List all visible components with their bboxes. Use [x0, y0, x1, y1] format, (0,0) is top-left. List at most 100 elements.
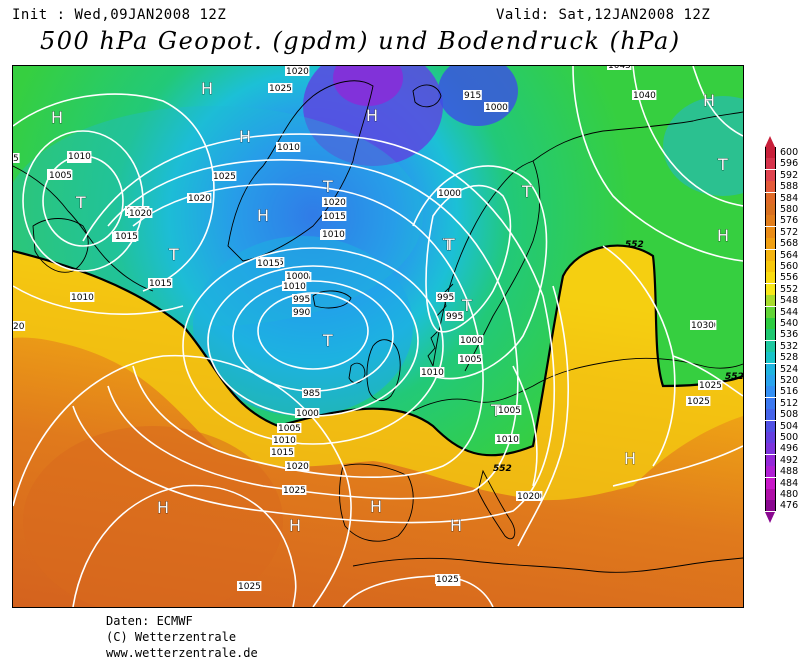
- isobar-label-bg: [114, 231, 139, 241]
- isobar-label: 1000: [286, 272, 309, 282]
- isobar-label: 1010: [71, 293, 94, 303]
- isobar-label-bg: [268, 83, 293, 93]
- isobar-label-bg: [67, 151, 92, 161]
- isobar-label: 1025: [699, 381, 722, 391]
- legend-value: 520: [780, 375, 799, 386]
- isobar-label-bg: [212, 171, 237, 181]
- isobar-label: 1015: [115, 232, 138, 242]
- isobar-label: 1030: [691, 321, 714, 331]
- legend-swatch: [765, 295, 776, 307]
- isobar-label: 1025: [269, 84, 292, 94]
- legend-row: 568: [760, 238, 810, 250]
- legend-row: 600: [760, 147, 810, 158]
- field-low-north-core: [333, 66, 403, 106]
- legend-row: 484: [760, 477, 810, 489]
- legend-swatch: [765, 375, 776, 386]
- legend-value: 584: [780, 192, 799, 204]
- legend-value: 576: [780, 215, 799, 227]
- legend-swatch: [765, 352, 776, 364]
- isobar-label: 1020: [188, 194, 211, 204]
- legend-row: 548: [760, 295, 810, 307]
- legend-row: 556: [760, 272, 810, 284]
- legend-row: 536: [760, 329, 810, 341]
- isobar-label: 20: [13, 322, 25, 332]
- low-pressure-marker: T: [444, 235, 455, 254]
- isobar-label: 995: [446, 312, 463, 322]
- legend-row: 504: [760, 420, 810, 432]
- isobar-label: 1025: [213, 172, 236, 182]
- isobar-label: 1020: [517, 492, 540, 502]
- isobar-label-bg: [607, 66, 632, 70]
- isobar-label-bg: [295, 408, 320, 418]
- isobar-label-bg: [256, 258, 281, 268]
- isobar-label-bg: [420, 367, 445, 377]
- legend-swatch: [765, 147, 776, 158]
- contour-label: 552: [625, 240, 644, 250]
- isobar-label-bg: [632, 90, 657, 100]
- isobar-label-bg: [277, 423, 302, 433]
- legend-swatch: [765, 215, 776, 227]
- isobar-labels: 1020 1025 1010 1005 1010 1020 1015 1015 1010 1015…: [13, 66, 723, 592]
- weather-map[interactable]: 552 552 552 1020 1025 1010 1005 1010 1020 1015…: [12, 65, 744, 608]
- isobar-label-bg: [285, 66, 310, 76]
- legend-value: 488: [780, 466, 799, 478]
- legend-value: 596: [780, 158, 799, 170]
- legend-swatch: [765, 249, 776, 261]
- legend-swatch: [765, 329, 776, 341]
- isobar-label-bg: [690, 320, 715, 330]
- isobar-label: 1000: [485, 103, 508, 113]
- website-link[interactable]: www.wetterzentrale.de: [106, 646, 258, 660]
- isobar-label: 990: [293, 308, 310, 318]
- copyright: (C) Wetterzentrale: [106, 630, 237, 644]
- legend-swatch: [765, 226, 776, 238]
- isobar-label: 995: [437, 293, 454, 303]
- high-pressure-marker: H: [370, 497, 382, 516]
- isobar-label-bg: [13, 153, 20, 163]
- isobar-label-bg: [292, 307, 311, 317]
- isobar-label-bg: [237, 581, 262, 591]
- legend-row: 488: [760, 466, 810, 478]
- legend-row: 516: [760, 386, 810, 398]
- isobar-label-bg: [322, 211, 347, 221]
- legend-row: 540: [760, 318, 810, 329]
- legend-row: 500: [760, 432, 810, 443]
- isobar-label: 985: [303, 389, 320, 399]
- legend-swatch: [765, 397, 776, 409]
- legend-value: 504: [780, 420, 799, 432]
- legend-value: 568: [780, 238, 799, 250]
- isobar-label-bg: [70, 292, 95, 302]
- isobar-label: 1025: [436, 575, 459, 585]
- legend-value: 556: [780, 272, 799, 284]
- legend-value: 588: [780, 181, 799, 193]
- legend-swatch: [765, 318, 776, 329]
- isobar-label: 1010: [277, 143, 300, 153]
- isobar-label-bg: [285, 271, 310, 281]
- contour-552-labels: 552 552 552: [493, 240, 743, 474]
- isobar-label-bg: [282, 281, 307, 291]
- isobar-label: 1020: [129, 209, 152, 219]
- isobar-label: 1025: [687, 397, 710, 407]
- isobar-label: 915: [464, 91, 481, 101]
- legend-swatch: [765, 283, 776, 295]
- isobar-label: 1010: [68, 152, 91, 162]
- legend-swatch: [765, 340, 776, 352]
- legend-swatch: [765, 261, 776, 272]
- legend-row: 480: [760, 489, 810, 500]
- isobar-label-bg: [285, 461, 310, 471]
- low-pressure-marker: T: [75, 193, 86, 212]
- isobar-label: 1015: [149, 279, 172, 289]
- isobar-label: 1010: [496, 435, 519, 445]
- isobar-label-bg: [187, 193, 212, 203]
- high-pressure-marker: H: [239, 127, 251, 146]
- legend-row: 592: [760, 169, 810, 181]
- isobar-label-bg: [445, 311, 464, 321]
- legend-swatch: [765, 466, 776, 478]
- low-pressure-marker: T: [490, 401, 501, 420]
- high-pressure-marker: H: [717, 226, 729, 245]
- legend-value: 500: [780, 432, 799, 443]
- isobar-label: 1000: [438, 189, 461, 199]
- low-pressure-marker: T: [168, 245, 179, 264]
- data-source: Daten: ECMWF: [106, 614, 193, 628]
- high-pressure-marker: H: [51, 108, 63, 127]
